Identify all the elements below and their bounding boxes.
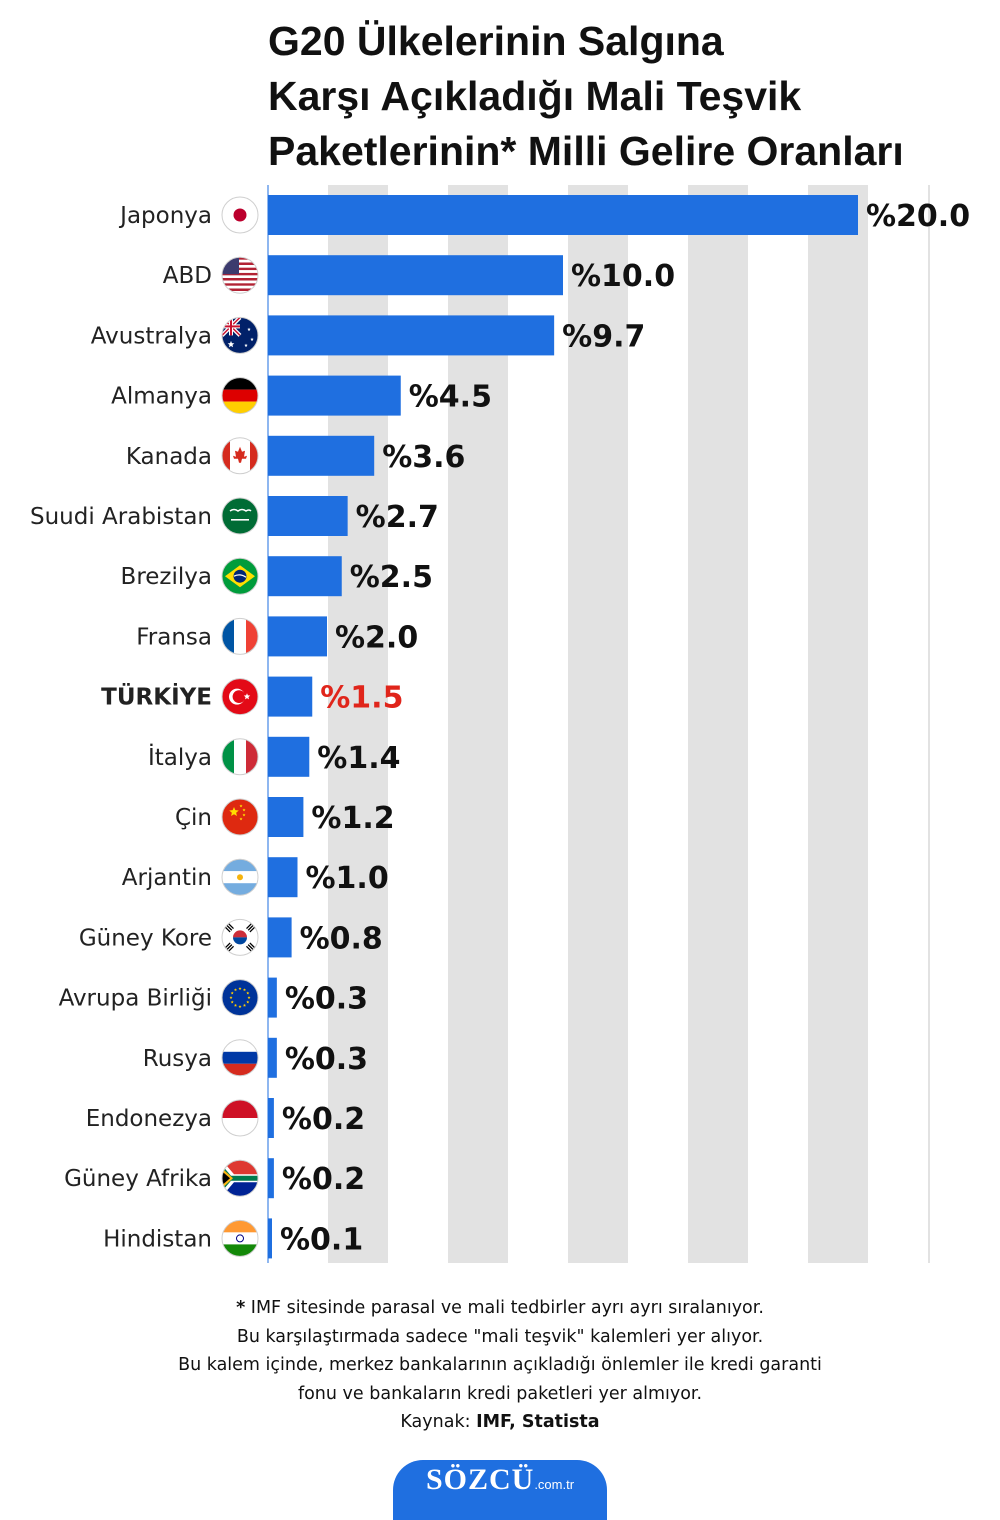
value-label: %1.4 bbox=[317, 741, 400, 776]
bar bbox=[268, 917, 292, 958]
category-label: Kanada bbox=[126, 444, 212, 470]
source-label: Kaynak: bbox=[400, 1412, 477, 1432]
category-label: Almanya bbox=[111, 384, 212, 410]
category-label: Hindistan bbox=[103, 1226, 212, 1252]
grid-band bbox=[688, 185, 748, 1263]
category-label: Suudi Arabistan bbox=[30, 504, 212, 530]
canada-flag-icon bbox=[221, 437, 259, 475]
title-line-1: G20 Ülkelerinin Salgına bbox=[268, 18, 724, 64]
south-africa-flag-icon bbox=[221, 1159, 259, 1197]
category-label: Japonya bbox=[118, 203, 212, 229]
category-label: TÜRKİYE bbox=[101, 683, 212, 711]
bar bbox=[268, 1037, 277, 1078]
value-label: %9.7 bbox=[562, 319, 645, 354]
value-label: %10.0 bbox=[571, 259, 675, 294]
france-flag-icon bbox=[221, 617, 259, 655]
value-label: %2.7 bbox=[356, 500, 439, 535]
value-label: %2.5 bbox=[350, 560, 433, 595]
category-label: İtalya bbox=[148, 743, 212, 771]
bar bbox=[268, 195, 858, 235]
category-label: Fransa bbox=[136, 624, 212, 650]
argentina-flag-icon bbox=[221, 858, 259, 896]
grid-band bbox=[928, 185, 930, 1263]
value-label: %0.3 bbox=[285, 1042, 368, 1077]
value-label: %4.5 bbox=[409, 380, 492, 415]
russia-flag-icon bbox=[221, 1039, 259, 1077]
bar bbox=[268, 435, 375, 476]
value-label: %1.5 bbox=[320, 681, 403, 716]
grid-bands bbox=[328, 185, 930, 1263]
grid-band bbox=[568, 185, 628, 1263]
value-label: %0.2 bbox=[282, 1102, 365, 1137]
footnote: * IMF sitesinde parasal ve mali tedbirle… bbox=[0, 1294, 1000, 1437]
turkey-flag-icon bbox=[221, 678, 259, 716]
bar bbox=[268, 255, 563, 296]
brazil-flag-icon bbox=[221, 557, 259, 595]
footnote-line-1-text: IMF sitesinde parasal ve mali tedbirler … bbox=[245, 1298, 764, 1318]
title-line-2: Karşı Açıkladığı Mali Teşvik bbox=[268, 73, 802, 119]
category-label: ABD bbox=[163, 263, 212, 289]
category-label: Brezilya bbox=[121, 564, 212, 590]
value-label: %2.0 bbox=[335, 620, 418, 655]
category-label: Endonezya bbox=[86, 1106, 212, 1132]
value-label: %0.1 bbox=[280, 1222, 363, 1257]
category-label: Rusya bbox=[143, 1046, 212, 1072]
bar bbox=[268, 315, 555, 356]
sozcu-logo: SÖZCÜ.com.tr bbox=[393, 1460, 607, 1520]
grid-band bbox=[808, 185, 868, 1263]
category-label: Avrupa Birliği bbox=[59, 986, 212, 1012]
title-line-3: Paketlerinin* Milli Gelire Oranları bbox=[268, 128, 904, 174]
bar bbox=[268, 676, 313, 717]
value-label: %3.6 bbox=[382, 440, 465, 475]
value-label: %1.2 bbox=[311, 801, 394, 836]
category-label: Güney Afrika bbox=[64, 1166, 212, 1192]
bar bbox=[268, 736, 310, 777]
bar bbox=[268, 857, 298, 898]
value-label: %20.0 bbox=[866, 199, 970, 234]
source-line: Kaynak: IMF, Statista bbox=[0, 1408, 1000, 1437]
indonesia-flag-icon bbox=[221, 1099, 259, 1137]
bar bbox=[268, 1218, 272, 1259]
chart-title: G20 Ülkelerinin Salgına Karşı Açıkladığı… bbox=[268, 14, 988, 179]
bar bbox=[268, 1098, 274, 1138]
grid-band bbox=[328, 185, 388, 1263]
footnote-line-4: fonu ve bankaların kredi paketleri yer a… bbox=[297, 1383, 703, 1404]
bar bbox=[268, 977, 277, 1018]
value-label: %1.0 bbox=[306, 861, 389, 896]
category-label: Avustralya bbox=[91, 323, 212, 349]
logo-sub-text: .com.tr bbox=[534, 1477, 575, 1492]
saudi-arabia-flag-icon bbox=[221, 497, 259, 535]
logo-main-text: SÖZCÜ bbox=[425, 1463, 535, 1496]
bar bbox=[268, 616, 327, 657]
grid-band bbox=[448, 185, 508, 1263]
australia-flag-icon bbox=[221, 316, 259, 354]
footnote-line-2: Bu karşılaştırmada sadece "mali teşvik" … bbox=[236, 1326, 764, 1347]
category-label: Çin bbox=[175, 805, 212, 831]
value-label: %0.3 bbox=[285, 982, 368, 1017]
china-flag-icon bbox=[221, 798, 259, 836]
bar bbox=[268, 1158, 274, 1199]
south-korea-flag-icon bbox=[221, 918, 259, 956]
footnote-line-1: * IMF sitesinde parasal ve mali tedbirle… bbox=[0, 1294, 1000, 1323]
footnote-asterisk: * bbox=[236, 1298, 246, 1318]
category-label: Güney Kore bbox=[79, 925, 212, 951]
value-label: %0.8 bbox=[300, 921, 383, 956]
germany-flag-icon bbox=[221, 377, 259, 415]
bar bbox=[268, 375, 401, 416]
source-value: IMF, Statista bbox=[476, 1412, 600, 1432]
bar bbox=[268, 496, 348, 536]
eu-flag-icon bbox=[221, 979, 259, 1017]
bar bbox=[268, 797, 304, 837]
footnote-line-3: Bu kalem içinde, merkez bankalarının açı… bbox=[178, 1355, 822, 1375]
japan-flag-icon bbox=[221, 196, 259, 234]
india-flag-icon bbox=[221, 1219, 259, 1257]
bar-chart: Japonya %20.0 ABD %10.0 Avustralya %9.7 Almany… bbox=[30, 185, 970, 1263]
italy-flag-icon bbox=[221, 738, 259, 776]
usa-flag-icon bbox=[221, 256, 259, 294]
category-label: Arjantin bbox=[122, 865, 212, 891]
value-label: %0.2 bbox=[282, 1162, 365, 1197]
bar bbox=[268, 556, 342, 597]
